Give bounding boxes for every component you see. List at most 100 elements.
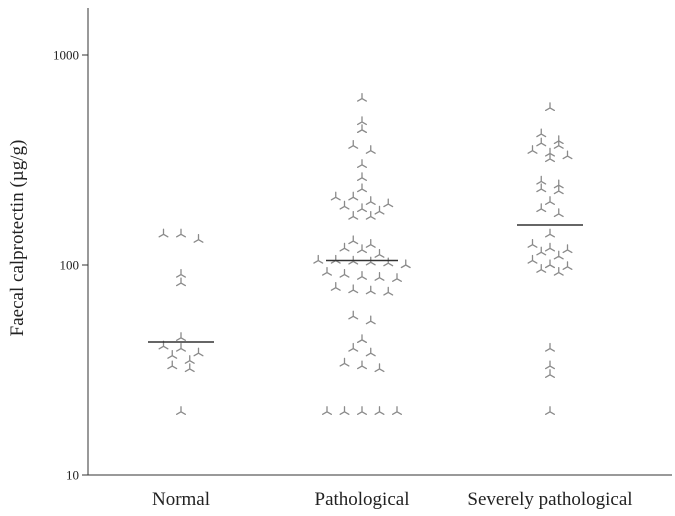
data-point (357, 159, 367, 168)
data-point (545, 360, 555, 370)
data-point (348, 284, 359, 294)
data-point (348, 191, 359, 201)
data-point (339, 357, 350, 367)
data-point (357, 360, 367, 370)
data-point (545, 406, 555, 415)
data-point (176, 342, 186, 352)
data-point (176, 277, 186, 287)
data-point (383, 257, 394, 267)
data-point (348, 235, 359, 245)
y-tick-label: 100 (60, 258, 80, 273)
data-point (167, 350, 178, 359)
x-category-label: Severely pathological (467, 489, 632, 510)
data-point (545, 147, 555, 157)
data-points (158, 92, 573, 415)
data-point (348, 310, 359, 320)
data-point (562, 150, 573, 160)
data-point (357, 183, 367, 193)
data-point (553, 250, 564, 260)
data-point (339, 242, 350, 252)
data-point (348, 140, 359, 149)
data-point (357, 406, 367, 415)
data-point (176, 268, 186, 278)
data-point (374, 249, 385, 258)
data-point (545, 196, 555, 205)
data-point (184, 363, 195, 373)
data-point (365, 315, 376, 325)
x-category-label: Normal (152, 489, 210, 510)
data-point (322, 266, 332, 276)
data-point (383, 286, 394, 296)
data-point (330, 191, 341, 201)
data-point (383, 198, 394, 208)
data-point (365, 196, 376, 205)
data-point (545, 369, 555, 378)
y-tick-label: 1000 (53, 48, 79, 63)
data-point (365, 285, 376, 295)
data-point (545, 242, 555, 252)
axes (87, 8, 672, 476)
data-point (536, 137, 547, 147)
y-axis-label: Faecal calprotectin (µg/g) (7, 140, 28, 337)
data-point (339, 406, 350, 415)
data-point (322, 406, 332, 415)
data-point (365, 145, 376, 154)
data-point (330, 282, 341, 291)
data-point (339, 200, 350, 210)
data-point (374, 363, 385, 373)
data-point (553, 185, 564, 195)
data-point (176, 228, 186, 238)
data-point (536, 264, 547, 273)
data-point (357, 92, 367, 102)
data-point (527, 254, 538, 264)
data-point (562, 244, 573, 254)
data-point (536, 246, 547, 256)
x-category-label: Pathological (315, 489, 410, 510)
y-ticks: 10 100 1000 (53, 48, 88, 483)
data-point (536, 183, 547, 193)
data-point (536, 203, 547, 213)
data-point (374, 406, 385, 415)
data-point (400, 259, 411, 269)
data-point (313, 254, 324, 264)
data-point (348, 342, 359, 352)
data-point (330, 254, 341, 264)
data-point (553, 266, 564, 276)
data-point (339, 268, 350, 278)
x-category-labels: Normal Pathological Severely pathological (152, 489, 633, 510)
data-point (176, 332, 186, 341)
data-point (545, 342, 555, 352)
data-point (545, 259, 555, 269)
data-point (553, 140, 564, 149)
y-tick-label: 10 (66, 468, 79, 483)
data-point (545, 153, 555, 163)
data-point (193, 347, 204, 357)
data-point (374, 272, 385, 281)
data-point (553, 208, 564, 218)
data-point (562, 261, 573, 270)
data-point (193, 234, 204, 243)
data-point (527, 238, 538, 248)
data-point (357, 203, 367, 213)
data-point (553, 179, 564, 189)
data-point (348, 210, 359, 220)
data-point (357, 244, 367, 254)
data-point (357, 334, 367, 344)
data-point (357, 124, 367, 134)
data-point (184, 355, 195, 364)
data-point (527, 145, 538, 154)
data-point (167, 360, 178, 370)
data-point (176, 406, 186, 415)
data-point (536, 128, 547, 138)
data-point (365, 238, 376, 248)
data-point (357, 271, 367, 280)
data-point (158, 228, 169, 238)
data-point (545, 102, 555, 112)
data-point (365, 347, 376, 357)
median-lines (148, 224, 583, 343)
data-point (374, 205, 385, 215)
data-point (365, 210, 376, 220)
data-point (357, 116, 367, 126)
data-point (392, 273, 402, 282)
